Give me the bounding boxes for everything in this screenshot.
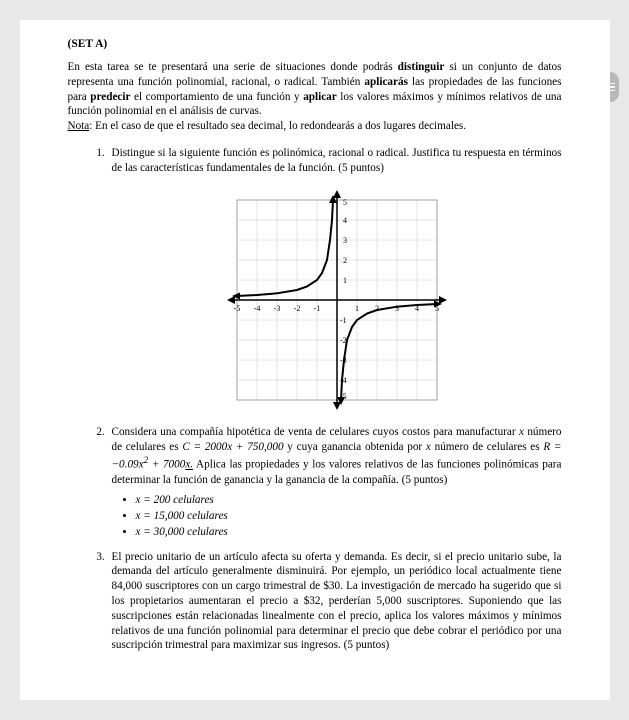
question-2: Considera una compañía hipotética de ven… [108, 425, 562, 539]
y-arrow-up [333, 190, 341, 198]
document-page: (SET A) En esta tarea se te presentará u… [20, 20, 610, 700]
intro-text: el comportamiento de una función y [130, 91, 303, 103]
question-1: Distingue si la siguiente función es pol… [108, 146, 562, 416]
nota-label: Nota [68, 120, 90, 132]
bullet-text: x = 200 celulares [136, 494, 214, 506]
graph-container: -5 -4 -3 -2 -1 1 2 3 4 5 1 2 [112, 185, 562, 415]
curve-right-branch [341, 304, 437, 400]
svg-text:3: 3 [343, 236, 347, 245]
svg-text:5: 5 [343, 198, 347, 207]
svg-text:1: 1 [343, 276, 347, 285]
intro-paragraph: En esta tarea se te presentará una serie… [68, 60, 562, 134]
svg-text:2: 2 [343, 256, 347, 265]
set-label: (SET A) [68, 38, 562, 50]
q2-formula2b: + 7000 [148, 459, 185, 471]
svg-text:3: 3 [395, 304, 399, 313]
q2-aplica: Aplica [196, 459, 226, 471]
intro-bold: aplicarás [364, 76, 408, 88]
q2-formula2-xu: x. [185, 459, 193, 471]
svg-text:-3: -3 [273, 304, 280, 313]
intro-bold: aplicar [303, 91, 337, 103]
list-item: x = 15,000 celulares [136, 509, 562, 524]
q2-text: y cuya ganancia obtenida por [284, 441, 426, 453]
q2-bullets: x = 200 celulares x = 15,000 celulares x… [136, 493, 562, 539]
svg-text:-1: -1 [313, 304, 320, 313]
svg-text:-5: -5 [233, 304, 240, 313]
list-item: x = 200 celulares [136, 493, 562, 508]
intro-bold: predecir [90, 91, 130, 103]
q3-text: (5 puntos) [341, 639, 389, 651]
q2-text: Considera una compañía hipotética de ven… [112, 426, 519, 438]
bullet-text: x = 15,000 celulares [136, 510, 228, 522]
q2-formula1: C = 2000x + 750,000 [182, 441, 283, 453]
curve-left-branch [237, 200, 333, 296]
svg-text:4: 4 [343, 216, 347, 225]
svg-text:-4: -4 [253, 304, 260, 313]
list-item: x = 30,000 celulares [136, 525, 562, 540]
question-list: Distingue si la siguiente función es pol… [108, 146, 562, 653]
nota-text: : En el caso de que el resultado sea dec… [89, 120, 466, 132]
intro-bold: distinguir [398, 61, 445, 73]
q1-lead-bold: Distingue [112, 147, 156, 159]
q2-text: número de celulares es [431, 441, 544, 453]
svg-text:2: 2 [375, 304, 379, 313]
question-3: El precio unitario de un artículo afecta… [108, 550, 562, 653]
y-arrow-down [333, 402, 341, 410]
y-tick-labels-pos: 1 2 3 4 5 [343, 198, 347, 285]
svg-text:-2: -2 [293, 304, 300, 313]
x-arrow-left [227, 296, 235, 304]
q3-aplica: aplica [385, 610, 412, 622]
svg-text:-1: -1 [340, 316, 347, 325]
function-graph: -5 -4 -3 -2 -1 1 2 3 4 5 1 2 [222, 185, 452, 415]
svg-text:1: 1 [355, 304, 359, 313]
intro-text: En esta tarea se te presentará una serie… [68, 61, 398, 73]
q3-max: maximizar sus ingresos. [233, 639, 341, 651]
q1-lead-rest: si la siguiente función es polinómica, r… [112, 147, 562, 174]
x-arrow-right [439, 296, 447, 304]
bullet-text: x = 30,000 celulares [136, 526, 228, 538]
